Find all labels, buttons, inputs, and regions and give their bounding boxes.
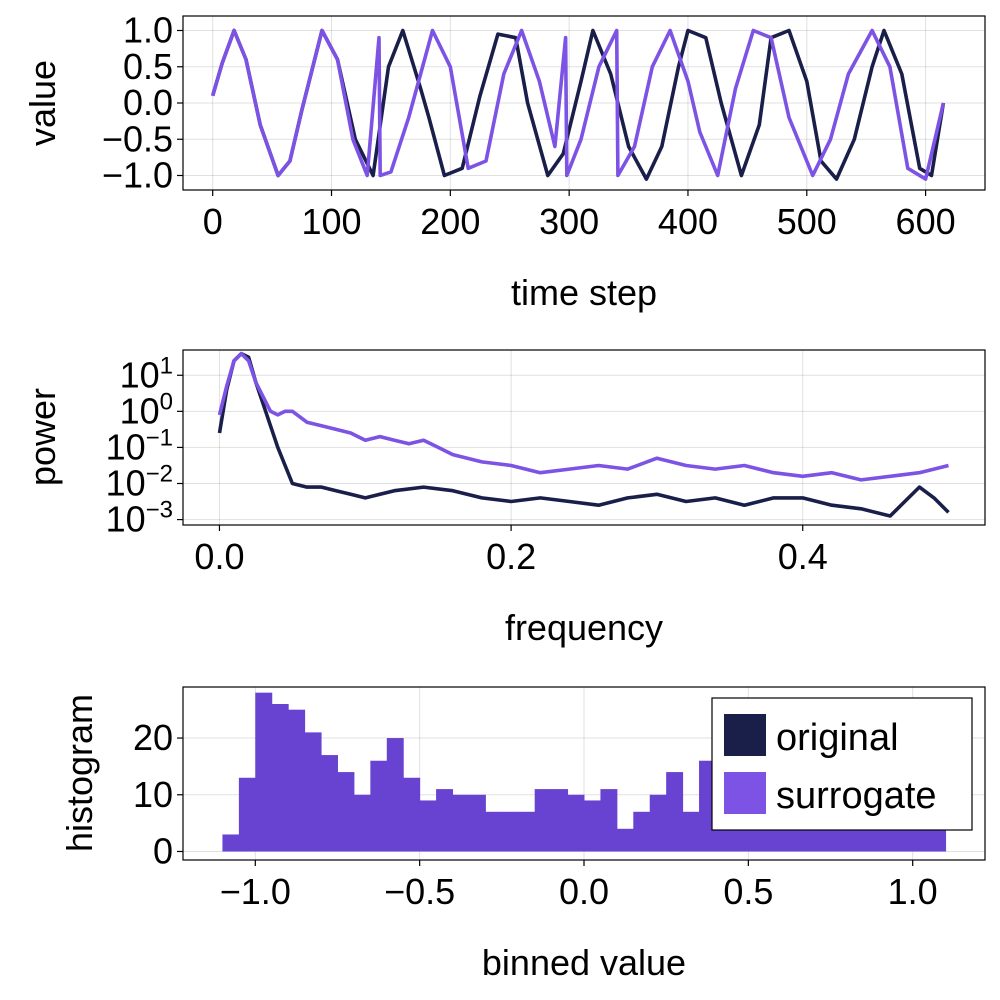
histogram-bar <box>666 772 684 852</box>
x-tick-label: 100 <box>301 201 361 242</box>
series-line-surrogate <box>217 351 949 482</box>
histogram-bar <box>485 811 503 852</box>
histogram-bar <box>353 794 371 852</box>
x-axis-label: time step <box>511 272 657 313</box>
y-tick-base: 10 <box>106 499 146 540</box>
histogram-bar <box>452 794 470 852</box>
series-line-original <box>210 28 946 181</box>
y-axis-label: histogram <box>59 694 100 852</box>
series-line-original <box>217 351 950 518</box>
histogram-bar <box>633 811 651 852</box>
y-tick-label: 0 <box>153 830 173 871</box>
y-tick-base: 10 <box>106 463 146 504</box>
y-tick-label: 10−2 <box>106 461 173 504</box>
y-axis-label: value <box>22 60 63 146</box>
x-tick-label: 0.2 <box>486 536 536 577</box>
x-tick-label: 0.4 <box>778 536 828 577</box>
histogram-bar <box>370 760 388 852</box>
y-axis-label: power <box>22 388 63 486</box>
histogram-bar <box>436 789 454 852</box>
histogram-bar <box>534 789 552 852</box>
x-tick-label: 0 <box>203 201 223 242</box>
histogram-bar <box>321 755 338 852</box>
legend-swatch-surrogate <box>724 772 766 814</box>
legend: original surrogate <box>711 697 973 831</box>
y-tick-label: −0.5 <box>102 118 173 159</box>
x-tick-label: 600 <box>896 201 956 242</box>
y-tick-label: 1.0 <box>123 10 173 51</box>
y-tick-label: 0.5 <box>123 46 173 87</box>
time-series-panel: 0 100 200 300 400 500 600 1.00.50.0−0.5−1.0 time… <box>22 10 986 313</box>
y-tick-label: −1.0 <box>102 155 173 196</box>
axes-frame <box>182 349 986 526</box>
y-tick-exponent: 1 <box>160 352 173 379</box>
x-tick-label: 300 <box>539 201 599 242</box>
histogram-bar <box>501 811 519 852</box>
histogram-bar <box>600 789 618 852</box>
y-tick-label: 10−3 <box>106 497 173 540</box>
histogram-bar <box>649 794 667 852</box>
y-tick-label: 0.0 <box>123 82 173 123</box>
x-tick-label: 200 <box>420 201 480 242</box>
y-tick-exponent: −2 <box>146 461 173 488</box>
x-axis-label: frequency <box>505 607 663 648</box>
y-tick-label: 10−1 <box>106 424 173 467</box>
histogram-bar <box>222 834 240 852</box>
histogram-bar <box>419 800 437 852</box>
histogram-bar <box>238 777 256 852</box>
x-tick-label: −0.5 <box>384 871 455 912</box>
legend-label-original: original <box>776 717 899 759</box>
x-tick-label: 0.5 <box>723 871 773 912</box>
y-tick-exponent: −3 <box>146 497 173 524</box>
power-spectrum-panel: 0.0 0.2 0.410110010−110−210−3frequencypowe… <box>22 349 986 648</box>
x-tick-label: 400 <box>658 201 718 242</box>
y-tick-label: 101 <box>120 352 173 395</box>
x-axis-label: binned value <box>482 942 686 983</box>
legend-swatch-original <box>724 714 766 756</box>
histogram-bar <box>682 811 700 852</box>
y-tick-exponent: 0 <box>160 388 173 415</box>
x-tick-label: −1.0 <box>220 871 291 912</box>
x-tick-label: 500 <box>777 201 837 242</box>
x-tick-label: 0.0 <box>194 536 244 577</box>
histogram-bar <box>304 732 322 852</box>
histogram-bar <box>271 704 289 852</box>
histogram-bar <box>468 794 486 852</box>
histogram-bar <box>518 811 536 852</box>
y-tick-exponent: −1 <box>146 424 173 451</box>
x-tick-label: 0.0 <box>559 871 609 912</box>
histogram-bar <box>337 772 355 852</box>
histogram-bar <box>551 789 569 852</box>
x-tick-label: 1.0 <box>888 871 938 912</box>
y-tick-base: 10 <box>120 390 160 431</box>
legend-label-surrogate: surrogate <box>776 775 937 817</box>
y-tick-label: 10 <box>133 774 173 815</box>
y-tick-label: 100 <box>120 388 173 431</box>
y-tick-label: 20 <box>133 717 173 758</box>
series-line-surrogate <box>210 28 946 181</box>
y-tick-base: 10 <box>106 426 146 467</box>
histogram-bar <box>616 828 634 852</box>
histogram-bar <box>403 777 421 852</box>
histogram-bar <box>255 692 273 852</box>
histogram-bar <box>386 738 404 852</box>
histogram-bar <box>567 794 585 852</box>
y-tick-base: 10 <box>120 354 160 395</box>
histogram-bar <box>584 800 601 852</box>
histogram-bar <box>288 709 306 852</box>
